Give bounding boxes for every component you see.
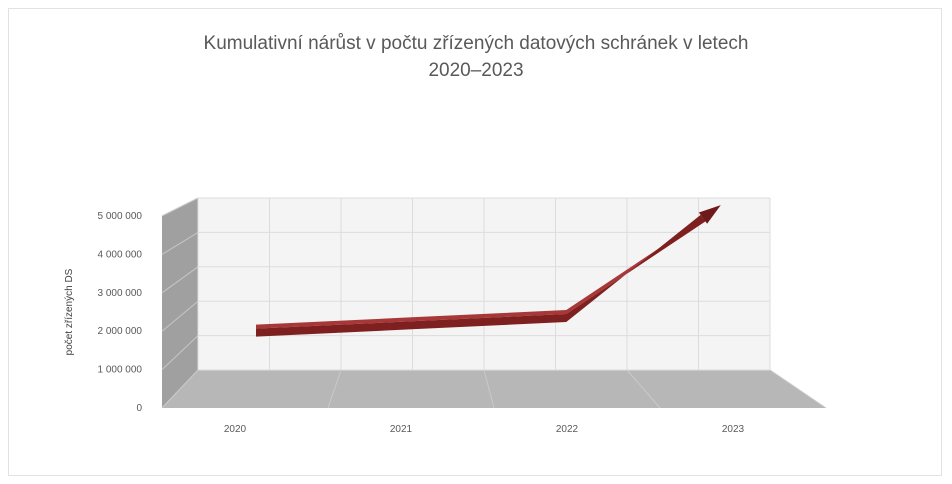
floor-gridline bbox=[483, 369, 495, 409]
x-tick-label: 2023 bbox=[722, 424, 745, 435]
side-wall bbox=[162, 198, 198, 408]
y-tick-label: 0 bbox=[136, 403, 142, 414]
x-tick-label: 2021 bbox=[390, 424, 413, 435]
y-tick-label: 5 000 000 bbox=[98, 211, 143, 222]
series-arrow-head bbox=[698, 205, 721, 224]
side-gridline bbox=[161, 197, 199, 217]
x-tick-label: 2022 bbox=[556, 424, 579, 435]
chart-title: Kumulativní nárůst v počtu zřízených dat… bbox=[0, 30, 952, 84]
y-tick-label: 4 000 000 bbox=[98, 249, 143, 260]
y-axis-label: počet zřízených DS bbox=[64, 268, 75, 355]
chart-title-line-1: Kumulativní nárůst v počtu zřízených dat… bbox=[203, 33, 749, 54]
y-tick-label: 2 000 000 bbox=[98, 326, 143, 337]
gridlines bbox=[161, 197, 827, 409]
chart-title-line-2: 2020–2023 bbox=[428, 60, 524, 81]
y-tick-label: 3 000 000 bbox=[98, 288, 143, 299]
floor-gridline bbox=[769, 369, 827, 409]
side-gridline bbox=[161, 266, 199, 294]
floor-gridline bbox=[626, 369, 661, 409]
data-series bbox=[255, 205, 721, 337]
floor-gridline bbox=[327, 369, 342, 409]
y-axis-ticks: 0 1 000 000 2 000 000 3 000 000 4 000 000 5 0… bbox=[98, 211, 143, 414]
side-gridline bbox=[161, 335, 199, 370]
x-tick-label: 2020 bbox=[224, 424, 247, 435]
x-axis-ticks: 2020 2021 2022 2023 bbox=[224, 424, 745, 435]
chart-walls bbox=[162, 198, 826, 408]
floor bbox=[162, 370, 826, 408]
side-gridline bbox=[161, 231, 199, 255]
side-gridline bbox=[161, 300, 199, 332]
floor-gridline bbox=[161, 369, 199, 409]
y-tick-label: 1 000 000 bbox=[98, 365, 143, 376]
